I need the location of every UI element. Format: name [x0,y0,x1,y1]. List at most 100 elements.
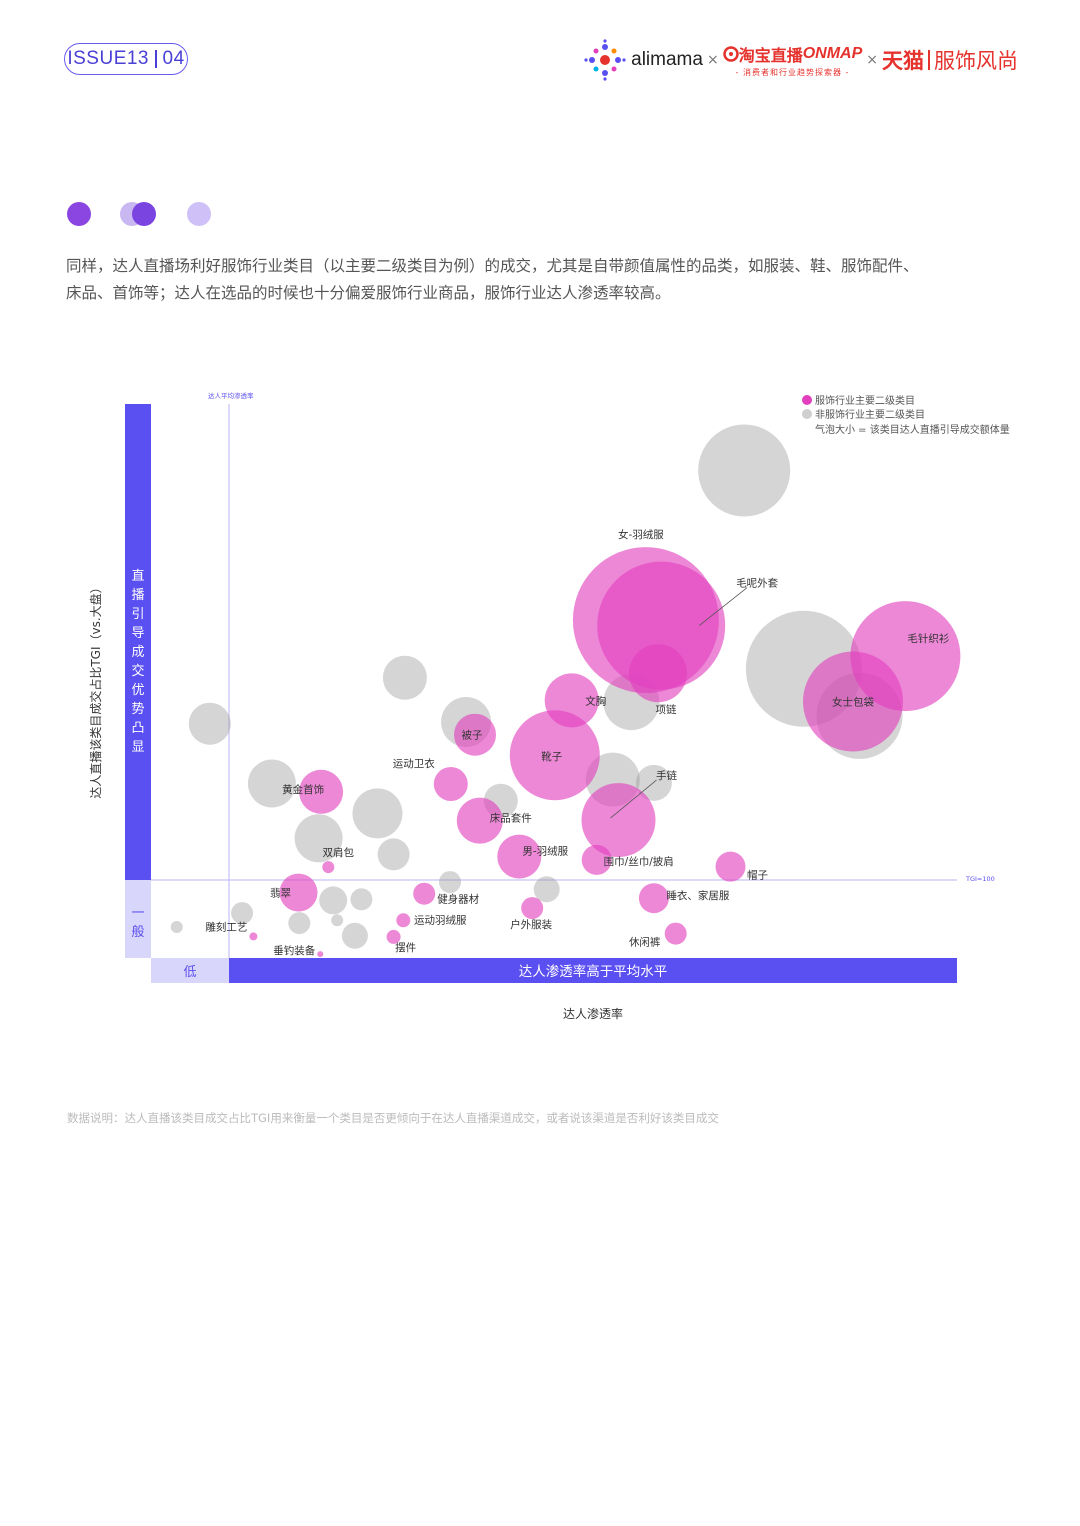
times-sign: × [706,52,719,68]
label-被子: 被子 [462,729,483,742]
leader-line-手链 [610,779,657,819]
times-sign-2: × [866,52,878,68]
bubble-被子 [454,713,496,756]
bubble-unlabeled-13 [377,838,410,871]
chart-axes: 达人平均渗透率 TGI=100 低 达人渗透率高于平均水平 达人渗透率 达人直播… [88,391,995,1021]
bubble-chart: 达人平均渗透率 TGI=100 低 达人渗透率高于平均水平 达人渗透率 达人直播… [88,391,1010,1021]
label-毛针织衫: 毛针织衫 [907,632,949,645]
bubble-围巾-丝巾-披肩 [581,844,612,875]
bubble-户外服装 [521,897,544,920]
label-帽子: 帽子 [747,869,768,882]
alimama-wordmark: alimama [631,49,703,70]
label-床品套件: 床品套件 [490,812,532,825]
bubble-layer [170,424,961,958]
chart-legend: 服饰行业主要二级类目 非服饰行业主要二级类目 气泡大小 = 该类目达人直播引导成… [802,394,1010,436]
bubble-垂钓装备 [317,951,324,958]
leader-line-毛呢外套 [698,587,748,626]
intro-line-1: 同样，达人直播场利好服饰行业类目（以主要二级类目为例）的成交，尤其是自带颜值属性… [66,257,919,275]
y-low-label: 一般 [131,906,144,940]
y-axis-title: 达人直播该类目成交占比TGI（vs.大盘） [88,581,103,798]
onmap-subtitle: - 消费者和行业趋势探索器 - [735,68,850,77]
label-黄金首饰: 黄金首饰 [282,783,324,796]
fashion-label: 服饰风尚 [934,50,1018,73]
tmall-divider [928,50,930,70]
bubble-休闲裤 [664,922,687,945]
bubble-unlabeled-17 [439,871,461,894]
alimama-logo-icon [584,39,626,81]
bubble-unlabeled-8 [247,759,296,808]
bubble-unlabeled-14 [319,886,348,915]
legend-other-marker [802,409,812,419]
bubble-黄金首饰 [299,769,344,814]
label-文胸: 文胸 [585,694,606,707]
taobao-live-onmap-logo: 淘宝直播 ONMAP - 消费者和行业趋势探索器 - [722,42,863,78]
bubble-unlabeled-1 [698,424,791,517]
intro-line-2: 床品、首饰等；达人在选品的时候也十分偏爱服饰行业商品，服饰行业达人渗透率较高。 [66,284,671,302]
label-睡衣-家居服: 睡衣、家居服 [666,889,729,902]
taobao-live-icon [722,46,739,62]
data-footnote: 数据说明：达人直播该类目成交占比TGI用来衡量一个类目是否更倾向于在达人直播渠道… [67,1111,719,1125]
legend-other-label: 非服饰行业主要二级类目 [815,408,925,421]
issue-number: ISSUE13 [67,48,149,69]
bubble-unlabeled-19 [231,902,254,925]
onmap-label: ONMAP [802,45,863,62]
x-low-label: 低 [183,965,196,980]
bubble-unlabeled-20 [288,912,311,935]
label-休闲裤: 休闲裤 [629,936,661,949]
label-项链: 项链 [656,703,677,716]
page-number: 04 [162,48,185,69]
label-雕刻工艺: 雕刻工艺 [205,920,247,933]
bubble-翡翠 [279,873,318,912]
brand-logos: alimama × 淘宝直播 ONMAP - 消费者和行业趋势探索器 - × 天… [583,39,1018,81]
bubble-文胸 [544,673,599,728]
bubble-unlabeled-9 [382,655,427,700]
label-毛呢外套: 毛呢外套 [736,577,778,590]
bubble-运动羽绒服 [396,913,411,928]
label-健身器材: 健身器材 [437,893,479,906]
issue-divider [155,50,157,68]
label-户外服装: 户外服装 [510,918,552,931]
bubble-unlabeled-10 [188,702,231,745]
y-axis-high-band [125,404,151,880]
tmall-fashion-logo: 天猫 服饰风尚 [882,45,1018,75]
bubble-unlabeled-7 [294,814,343,863]
label-靴子: 靴子 [541,750,562,763]
label-男-羽绒服: 男-羽绒服 [522,845,568,858]
avg-line-label: 达人平均渗透率 [208,391,254,400]
bubble-毛呢外套 [597,561,726,690]
leader-lines [610,587,748,819]
label-垂钓装备: 垂钓装备 [273,944,315,957]
bubble-双肩包 [322,861,335,874]
issue-badge: ISSUE13 04 [64,43,188,75]
bubble-unlabeled-18 [350,888,373,911]
x-high-label: 达人渗透率高于平均水平 [519,963,668,980]
legend-fashion-label: 服饰行业主要二级类目 [815,394,915,407]
x-axis-low-band [151,958,229,983]
label-女士包袋: 女士包袋 [832,696,874,709]
x-axis-high-band [229,958,957,983]
tmall-label: 天猫 [882,50,924,73]
label-手链: 手链 [656,769,677,782]
taobao-live-label: 淘宝直播 [738,48,803,65]
bubble-帽子 [715,851,746,882]
bubble-女士包袋 [803,651,903,752]
bubble-unlabeled-6 [352,788,403,839]
legend-fashion-marker [802,395,812,405]
bubble-男-羽绒服 [497,834,542,879]
label-翡翠: 翡翠 [270,887,291,900]
decorative-dots-icon [67,202,211,226]
legend-size-note: 气泡大小 = 该类目达人直播引导成交额体量 [815,423,1010,436]
bubble-床品套件 [456,797,503,844]
label-围巾-丝巾-披肩: 围巾/丝巾/披肩 [604,855,674,868]
label-女-羽绒服: 女-羽绒服 [618,528,664,541]
bubble-unlabeled-11 [635,764,672,801]
bubble-手链 [581,783,656,858]
label-摆件: 摆件 [395,941,416,954]
x-axis-title: 达人渗透率 [563,1006,623,1021]
bubble-靴子 [509,710,600,801]
label-双肩包: 双肩包 [323,846,355,859]
label-运动卫衣: 运动卫衣 [393,757,435,770]
label-运动羽绒服: 运动羽绒服 [414,913,467,926]
bubble-睡衣-家居服 [638,883,669,914]
